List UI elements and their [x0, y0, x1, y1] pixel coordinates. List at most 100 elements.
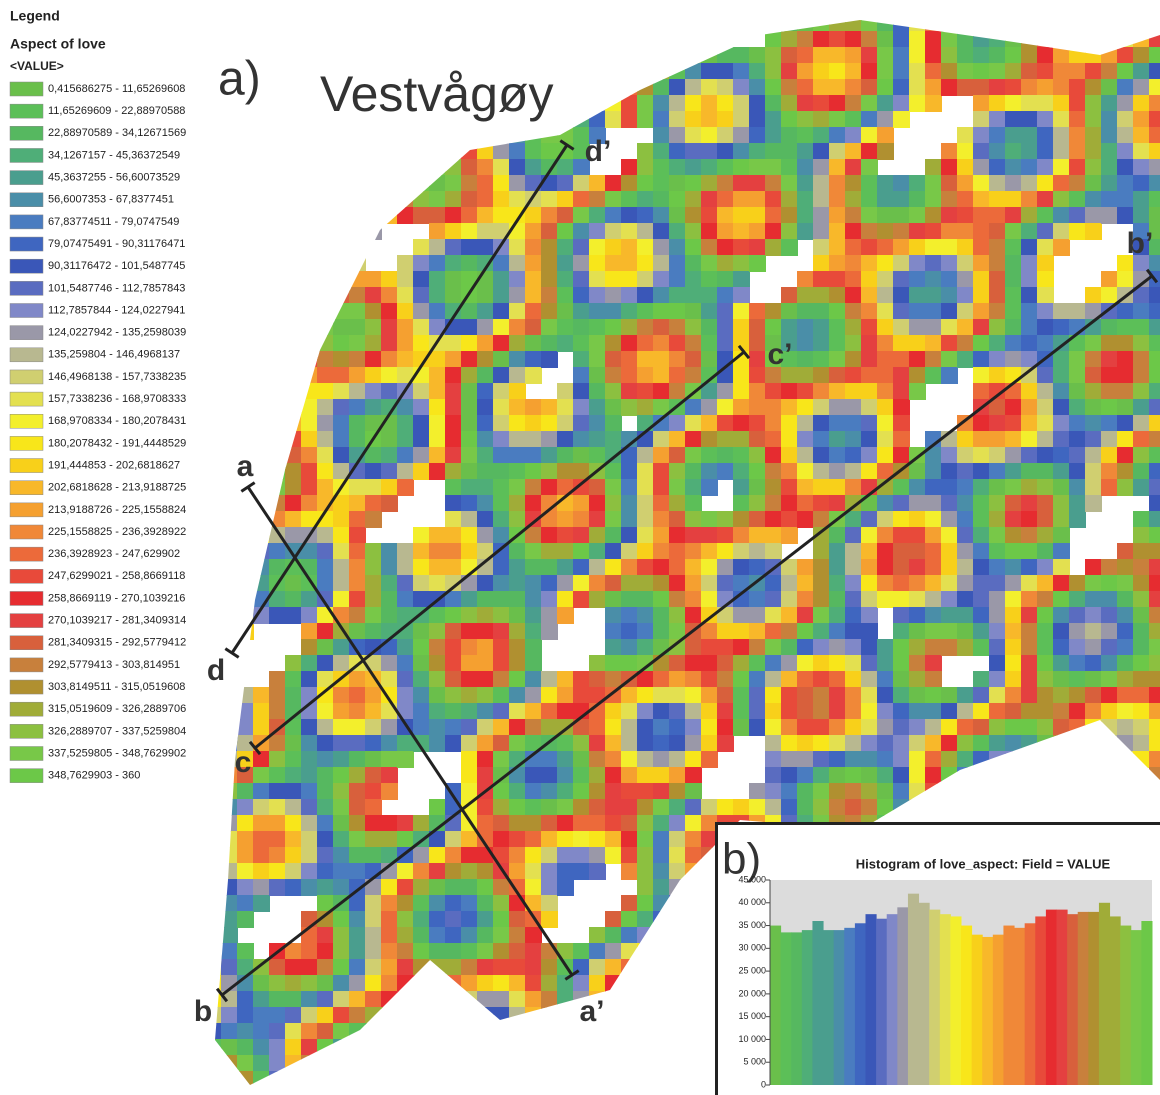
- raster-cell: [301, 431, 318, 448]
- raster-cell: [1053, 527, 1070, 544]
- raster-cell: [301, 399, 318, 416]
- raster-cell: [765, 159, 782, 176]
- raster-cell: [509, 831, 526, 848]
- raster-cell: [525, 1071, 542, 1088]
- raster-cell: [669, 543, 686, 560]
- raster-cell: [637, 287, 654, 304]
- raster-cell: [365, 175, 382, 192]
- raster-cell: [269, 447, 286, 464]
- raster-cell: [781, 31, 798, 48]
- raster-cell: [653, 111, 670, 128]
- raster-cell: [397, 671, 414, 688]
- raster-cell: [253, 847, 270, 864]
- raster-cell: [269, 271, 286, 288]
- raster-cell: [845, 431, 862, 448]
- raster-cell: [733, 655, 750, 672]
- raster-cell: [845, 735, 862, 752]
- raster-cell: [317, 863, 334, 880]
- raster-cell: [941, 575, 958, 592]
- raster-cell: [525, 479, 542, 496]
- raster-cell: [1101, 143, 1118, 160]
- raster-cell: [1101, 79, 1118, 96]
- raster-cell: [237, 287, 254, 304]
- raster-cell: [749, 607, 766, 624]
- raster-cell: [861, 383, 878, 400]
- raster-cell: [285, 815, 302, 832]
- raster-cell: [925, 335, 942, 352]
- raster-cell: [717, 399, 734, 416]
- raster-cell: [621, 719, 638, 736]
- raster-cell: [349, 207, 366, 224]
- raster-cell: [205, 207, 222, 224]
- raster-cell: [301, 1023, 318, 1040]
- raster-cell: [557, 431, 574, 448]
- raster-cell: [1149, 207, 1160, 224]
- raster-cell: [477, 191, 494, 208]
- raster-cell: [925, 463, 942, 480]
- raster-cell: [253, 895, 270, 912]
- raster-cell: [813, 783, 830, 800]
- raster-cell: [1149, 159, 1160, 176]
- raster-cell: [1053, 207, 1070, 224]
- raster-cell: [413, 703, 430, 720]
- raster-cell: [445, 143, 462, 160]
- raster-cell: [557, 591, 574, 608]
- raster-cell: [1101, 607, 1118, 624]
- raster-cell: [301, 559, 318, 576]
- raster-cell: [237, 847, 254, 864]
- raster-cell: [557, 111, 574, 128]
- raster-cell: [669, 1087, 686, 1095]
- raster-cell: [589, 735, 606, 752]
- raster-cell: [669, 575, 686, 592]
- raster-cell: [397, 927, 414, 944]
- raster-cell: [317, 975, 334, 992]
- raster-cell: [333, 31, 350, 48]
- raster-cell: [653, 879, 670, 896]
- raster-cell: [477, 751, 494, 768]
- raster-cell: [253, 751, 270, 768]
- raster-cell: [333, 431, 350, 448]
- raster-cell: [445, 447, 462, 464]
- raster-cell: [605, 975, 622, 992]
- raster-cell: [589, 95, 606, 112]
- raster-cell: [445, 463, 462, 480]
- raster-cell: [1005, 719, 1022, 736]
- raster-cell: [717, 335, 734, 352]
- raster-cell: [461, 959, 478, 976]
- raster-cell: [861, 735, 878, 752]
- raster-cell: [653, 607, 670, 624]
- raster-cell: [541, 15, 558, 32]
- raster-cell: [637, 879, 654, 896]
- raster-cell: [845, 111, 862, 128]
- raster-cell: [205, 895, 222, 912]
- raster-cell: [429, 287, 446, 304]
- raster-cell: [237, 319, 254, 336]
- raster-cell: [1149, 671, 1160, 688]
- raster-cell: [541, 703, 558, 720]
- raster-cell: [269, 991, 286, 1008]
- raster-cell: [317, 159, 334, 176]
- raster-cell: [685, 607, 702, 624]
- raster-cell: [669, 847, 686, 864]
- raster-cell: [557, 415, 574, 432]
- raster-cell: [1021, 127, 1038, 144]
- raster-cell: [957, 575, 974, 592]
- raster-cell: [301, 31, 318, 48]
- raster-cell: [749, 671, 766, 688]
- raster-cell: [845, 335, 862, 352]
- raster-cell: [1053, 799, 1070, 816]
- raster-cell: [973, 527, 990, 544]
- raster-cell: [797, 335, 814, 352]
- raster-cell: [637, 319, 654, 336]
- raster-cell: [493, 255, 510, 272]
- raster-cell: [509, 511, 526, 528]
- raster-cell: [205, 1055, 222, 1072]
- raster-cell: [589, 575, 606, 592]
- raster-cell: [1101, 127, 1118, 144]
- raster-cell: [317, 255, 334, 272]
- raster-cell: [381, 287, 398, 304]
- raster-cell: [221, 303, 238, 320]
- raster-cell: [477, 991, 494, 1008]
- raster-cell: [445, 239, 462, 256]
- raster-cell: [237, 783, 254, 800]
